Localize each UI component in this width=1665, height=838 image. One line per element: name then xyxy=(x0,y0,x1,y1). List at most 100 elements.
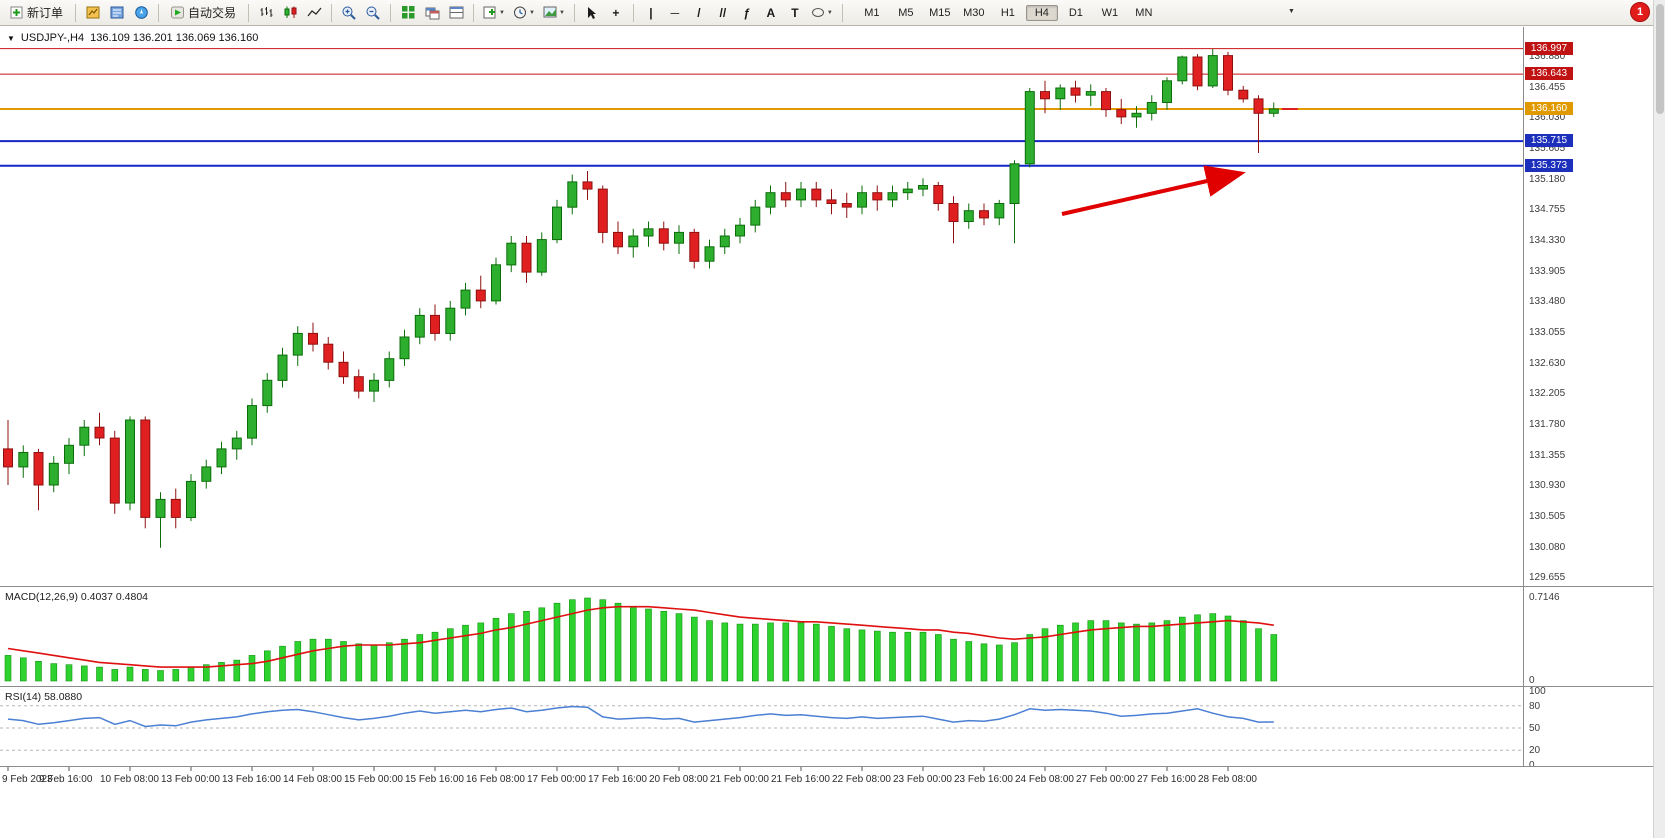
price-axis-label: 130.080 xyxy=(1529,541,1566,553)
candlestick-chart-icon[interactable] xyxy=(279,2,301,24)
timeframe-d1[interactable]: D1 xyxy=(1068,6,1083,19)
horizontal-line-tool-icon[interactable]: ─ xyxy=(670,5,680,20)
timeframe-buttons: M1 M5 M15 M30 H1 H4 D1 W1 MN xyxy=(855,4,1161,21)
line-chart-icon[interactable] xyxy=(303,2,325,24)
time-axis-label: 28 Feb 08:00 xyxy=(1198,774,1257,785)
time-axis: 9 Feb 2023 9 Feb 16:00 10 Feb 08:00 13 Feb … xyxy=(0,766,1653,796)
toolbar-overflow-icon[interactable]: ▼ xyxy=(1288,8,1295,15)
price-axis-label: 133.480 xyxy=(1529,296,1566,308)
macd-axis: 0.7146 0 xyxy=(1523,587,1653,686)
toolbar-separator xyxy=(841,3,843,22)
chevron-down-icon: ▼ xyxy=(826,9,833,16)
rsi-label: RSI(14) 58.0880 xyxy=(5,691,83,703)
rsi-axis-label: 0 xyxy=(1529,760,1535,771)
trendline-tool-icon[interactable]: / xyxy=(697,5,701,20)
price-axis-label: 136.455 xyxy=(1529,81,1566,93)
time-axis-label: 14 Feb 08:00 xyxy=(283,774,342,785)
timeframe-w1[interactable]: W1 xyxy=(1101,6,1119,19)
zoom-in-icon[interactable] xyxy=(338,2,360,24)
rsi-axis-label: 50 xyxy=(1529,723,1541,734)
time-axis-label: 27 Feb 00:00 xyxy=(1076,774,1135,785)
rsi-canvas[interactable] xyxy=(0,687,1523,766)
navigator-icon[interactable] xyxy=(130,2,152,24)
chart-header: ▼ USDJPY-,H4 136.109 136.201 136.069 136… xyxy=(7,32,258,44)
main-chart-panel: ▼ USDJPY-,H4 136.109 136.201 136.069 136… xyxy=(0,27,1653,586)
price-axis-label: 133.905 xyxy=(1529,265,1566,277)
time-axis-label: 13 Feb 00:00 xyxy=(161,774,220,785)
notification-badge[interactable]: 1 xyxy=(1630,2,1650,22)
time-axis-label: 13 Feb 16:00 xyxy=(222,774,281,785)
chart-symbol-period: USDJPY-,H4 xyxy=(20,32,85,44)
time-axis-label: 17 Feb 16:00 xyxy=(588,774,647,785)
profiles-clock-dropdown[interactable]: ▼ xyxy=(510,2,538,24)
price-axis-label: 132.205 xyxy=(1529,388,1566,400)
chart-header-caret-icon[interactable]: ▼ xyxy=(7,33,15,43)
toolbar-separator xyxy=(573,3,575,22)
autotrading-button[interactable]: 自动交易 xyxy=(165,1,242,24)
price-axis-label: 131.780 xyxy=(1529,419,1566,431)
rsi-axis-label: 100 xyxy=(1529,686,1546,697)
autotrading-label: 自动交易 xyxy=(188,6,237,20)
tile-windows-icon[interactable] xyxy=(397,2,419,24)
vertical-line-tool-icon[interactable]: | xyxy=(649,5,653,20)
bar-chart-icon[interactable] xyxy=(255,2,277,24)
timeframe-mn[interactable]: MN xyxy=(1135,6,1153,19)
cascade-windows-icon[interactable] xyxy=(421,2,443,24)
toolbar-separator xyxy=(248,3,250,22)
time-axis-label: 16 Feb 08:00 xyxy=(466,774,525,785)
scrollbar-thumb[interactable] xyxy=(1656,4,1664,114)
price-axis-label: 136.030 xyxy=(1529,112,1566,124)
price-line-label: 136.160 xyxy=(1525,101,1573,115)
price-axis-label: 129.655 xyxy=(1529,572,1566,584)
chart-ohlc-values: 136.109 136.201 136.069 136.160 xyxy=(90,32,259,44)
chevron-down-icon: ▼ xyxy=(499,9,505,16)
fibonacci-tool-icon[interactable]: ƒ xyxy=(743,5,751,20)
price-axis: 136.880 136.455 136.030 135.605 135.180 134.7… xyxy=(1523,27,1653,586)
vertical-scrollbar[interactable] xyxy=(1653,0,1665,838)
price-line-label: 136.643 xyxy=(1525,67,1573,81)
toolbar-separator xyxy=(158,3,160,22)
new-order-label: 新订单 xyxy=(27,6,64,20)
text-tool-icon[interactable]: A xyxy=(766,5,776,20)
new-chart-dropdown[interactable]: ▼ xyxy=(480,2,508,24)
chevron-down-icon: ▼ xyxy=(528,9,535,16)
timeframe-m1[interactable]: M1 xyxy=(864,6,880,19)
shapes-dropdown[interactable]: ▼ xyxy=(808,2,836,24)
time-axis-label: 23 Feb 00:00 xyxy=(893,774,952,785)
time-axis-label: 23 Feb 16:00 xyxy=(954,774,1013,785)
data-window-icon[interactable] xyxy=(106,2,128,24)
macd-label: MACD(12,26,9) 0.4037 0.4804 xyxy=(5,591,149,603)
macd-canvas[interactable] xyxy=(0,587,1523,686)
templates-dropdown[interactable]: ▼ xyxy=(540,2,568,24)
price-line-label: 136.997 xyxy=(1525,41,1573,55)
zoom-out-icon[interactable] xyxy=(362,2,384,24)
time-axis-label: 17 Feb 00:00 xyxy=(527,774,586,785)
rsi-panel: RSI(14) 58.0880 100 80 50 20 0 xyxy=(0,686,1653,771)
time-axis-ticks xyxy=(7,767,1229,771)
timeframe-m5[interactable]: M5 xyxy=(898,6,914,19)
toolbar-separator xyxy=(390,3,392,22)
crosshair-icon[interactable]: + xyxy=(612,5,620,20)
timeframe-h1[interactable]: H1 xyxy=(1000,6,1015,19)
time-axis-label: 27 Feb 16:00 xyxy=(1137,774,1196,785)
new-order-button[interactable]: 新订单 xyxy=(4,1,69,24)
tile-horizontal-icon[interactable] xyxy=(445,2,467,24)
price-axis-label: 135.180 xyxy=(1529,173,1566,185)
channel-tool-icon[interactable]: // xyxy=(719,5,727,20)
rsi-axis-label: 80 xyxy=(1529,700,1541,712)
price-axis-label: 131.355 xyxy=(1529,449,1566,461)
time-axis-label: 10 Feb 08:00 xyxy=(100,774,159,785)
label-tool-icon[interactable]: T xyxy=(791,5,799,20)
main-chart-canvas[interactable] xyxy=(0,27,1523,586)
cursor-icon[interactable] xyxy=(581,2,603,24)
toolbar-separator xyxy=(331,3,333,22)
timeframe-m15[interactable]: M15 xyxy=(929,6,951,19)
new-order-icon xyxy=(10,6,23,19)
time-axis-label: 21 Feb 16:00 xyxy=(771,774,830,785)
timeframe-h4[interactable]: H4 xyxy=(1025,4,1058,21)
timeframe-m30[interactable]: M30 xyxy=(963,6,985,19)
time-axis-label: 24 Feb 08:00 xyxy=(1015,774,1074,785)
time-axis-label: 20 Feb 08:00 xyxy=(649,774,708,785)
market-watch-icon[interactable] xyxy=(82,2,104,24)
